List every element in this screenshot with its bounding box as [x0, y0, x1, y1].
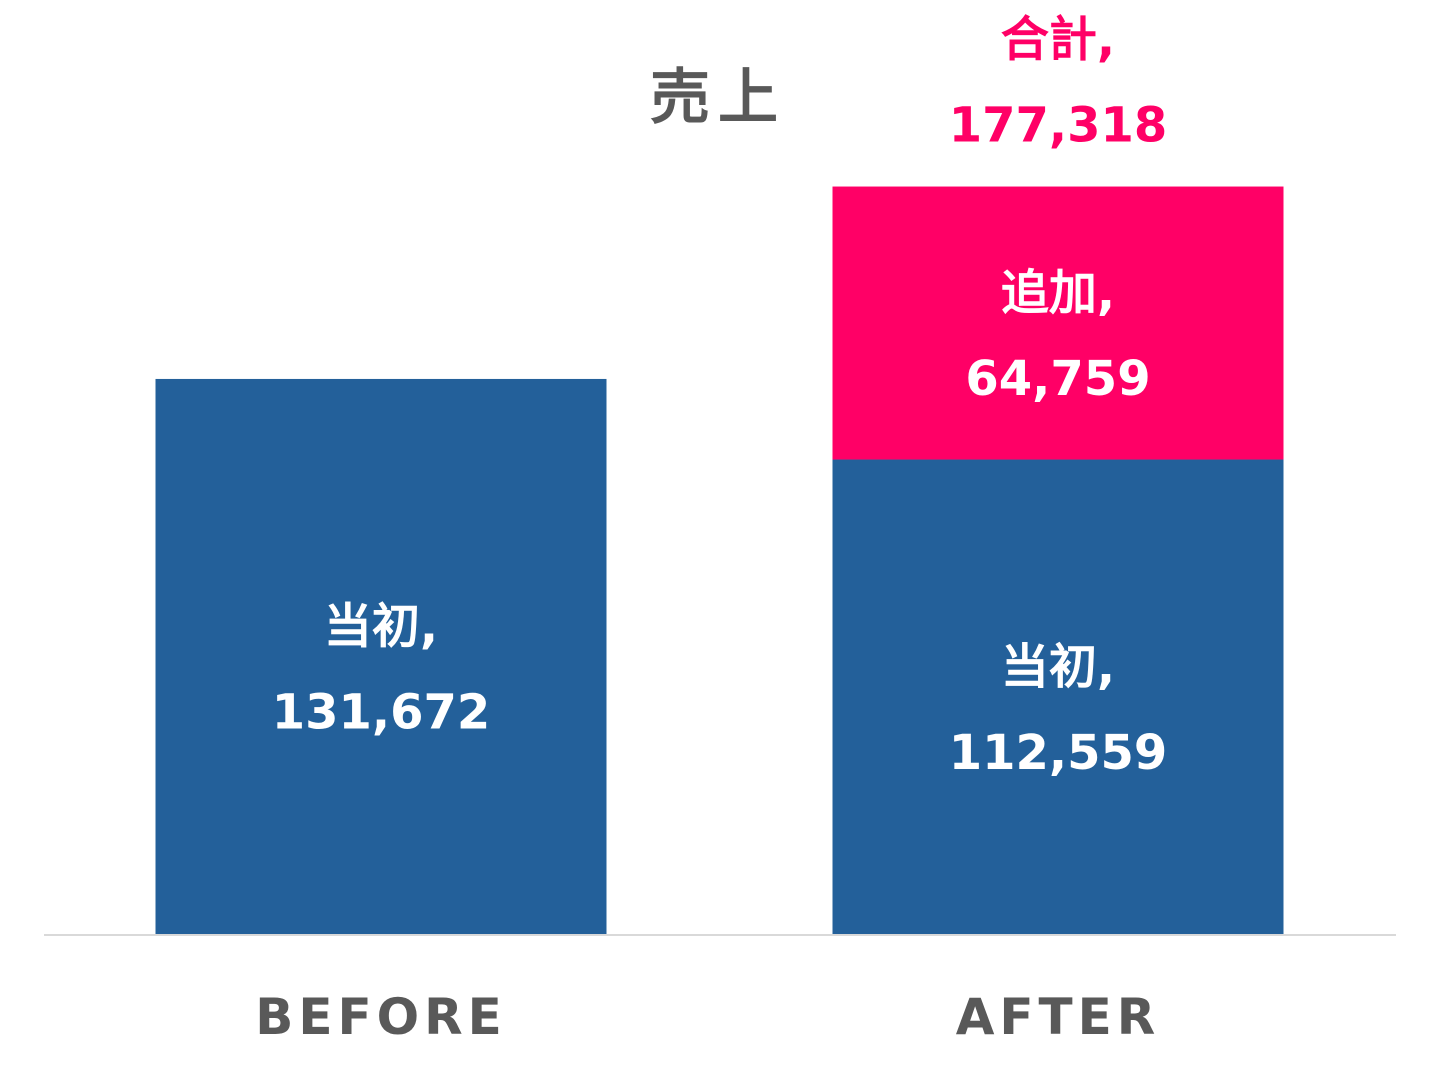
chart-title: 売上: [650, 63, 786, 133]
data-label-after-0-value: 112,559: [949, 725, 1168, 781]
bar-after-0: [832, 459, 1284, 934]
data-label-after-0-name: 当初,: [1001, 639, 1115, 695]
bar-after-1: [832, 186, 1284, 460]
total-label-name: 合計,: [1001, 12, 1115, 68]
data-label-before-0-value: 131,672: [272, 684, 491, 740]
total-label-value: 177,318: [949, 98, 1168, 154]
data-label-after-1-name: 追加,: [1001, 265, 1115, 321]
category-label-after: AFTER: [956, 988, 1161, 1046]
bar-before-0: [155, 378, 607, 934]
data-label-group: 当初, 131,672 当初, 112,559 追加, 64,759 合計, 177,318: [272, 12, 1168, 781]
bar-group: [155, 186, 1284, 934]
data-label-after-1-value: 64,759: [965, 351, 1150, 407]
category-label-group: BEFORE AFTER: [255, 988, 1161, 1046]
data-label-before-0-name: 当初,: [324, 598, 438, 654]
category-label-before: BEFORE: [255, 988, 507, 1046]
